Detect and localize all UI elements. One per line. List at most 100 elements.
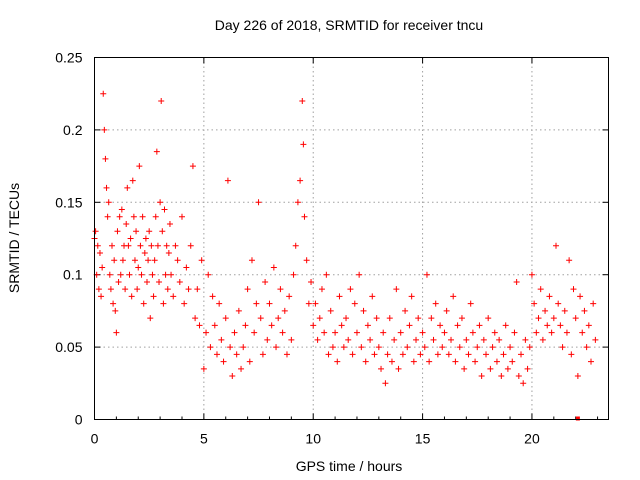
data-point (419, 329, 426, 336)
data-point (318, 286, 325, 293)
data-point (592, 336, 599, 343)
data-point (452, 358, 459, 365)
data-points (91, 90, 599, 421)
data-point (410, 358, 417, 365)
data-point (251, 329, 258, 336)
data-point (203, 329, 210, 336)
data-point (277, 286, 284, 293)
data-point (170, 293, 177, 300)
data-point (458, 315, 465, 322)
data-point (255, 199, 262, 206)
data-point (151, 257, 158, 264)
data-point (343, 315, 350, 322)
data-point (325, 351, 332, 358)
data-point (312, 300, 319, 307)
data-point (574, 373, 581, 380)
data-point (375, 344, 382, 351)
data-point (116, 213, 123, 220)
y-tick-label: 0.1 (63, 267, 83, 283)
data-point (134, 286, 141, 293)
x-tick-label: 5 (200, 431, 208, 447)
data-point (128, 293, 135, 300)
data-point (207, 344, 214, 351)
data-point (211, 322, 218, 329)
data-point (220, 358, 227, 365)
data-point (119, 257, 126, 264)
data-point (264, 336, 271, 343)
data-point (303, 257, 310, 264)
data-point (142, 235, 149, 242)
data-point (509, 358, 516, 365)
data-point (399, 351, 406, 358)
data-point (308, 278, 315, 285)
data-point (117, 271, 124, 278)
data-point (585, 322, 592, 329)
data-point (231, 329, 238, 336)
data-point (437, 322, 444, 329)
data-point (111, 257, 118, 264)
data-point (555, 300, 562, 307)
data-point (421, 344, 428, 351)
data-point (290, 271, 297, 278)
data-point (568, 351, 575, 358)
data-point (515, 373, 522, 380)
data-point (439, 344, 446, 351)
data-point (474, 344, 481, 351)
data-point (150, 293, 157, 300)
data-point (105, 199, 112, 206)
data-point (164, 286, 171, 293)
data-point (248, 257, 255, 264)
data-point (448, 336, 455, 343)
data-point (338, 322, 345, 329)
x-tick-labels: 0 5 10 15 20 (91, 431, 540, 447)
data-point (356, 271, 363, 278)
data-point (546, 293, 553, 300)
data-point (181, 300, 188, 307)
data-point (351, 300, 358, 307)
data-point (360, 307, 367, 314)
data-point (110, 300, 117, 307)
data-point (240, 344, 247, 351)
data-point (218, 336, 225, 343)
y-tick-label: 0.2 (63, 122, 83, 138)
data-point (577, 293, 584, 300)
data-point (380, 329, 387, 336)
data-point (143, 278, 150, 285)
data-point (537, 286, 544, 293)
data-point (478, 373, 485, 380)
data-point (371, 351, 378, 358)
data-point (581, 307, 588, 314)
data-point (358, 344, 365, 351)
data-point (133, 228, 140, 235)
data-point (95, 286, 102, 293)
data-point (115, 278, 122, 285)
data-point (259, 351, 266, 358)
data-point (485, 315, 492, 322)
data-point (99, 264, 106, 271)
data-point (417, 351, 424, 358)
data-point (183, 264, 190, 271)
data-point (332, 329, 339, 336)
data-point (413, 336, 420, 343)
data-point (329, 344, 336, 351)
data-point (124, 184, 131, 191)
data-point (548, 329, 555, 336)
data-point (404, 344, 411, 351)
data-point (347, 286, 354, 293)
data-point (176, 278, 183, 285)
data-point (101, 126, 108, 133)
data-point (500, 351, 507, 358)
data-point (137, 242, 144, 249)
data-point (539, 336, 546, 343)
data-point (408, 293, 415, 300)
x-tick-label: 10 (305, 431, 321, 447)
data-point (104, 213, 111, 220)
y-axis-title: SRMTID / TECUs (6, 183, 22, 293)
data-point (205, 271, 212, 278)
data-point (498, 373, 505, 380)
data-point (496, 336, 503, 343)
data-point (321, 329, 328, 336)
data-point (189, 163, 196, 170)
data-point (428, 315, 435, 322)
data-point (266, 300, 273, 307)
